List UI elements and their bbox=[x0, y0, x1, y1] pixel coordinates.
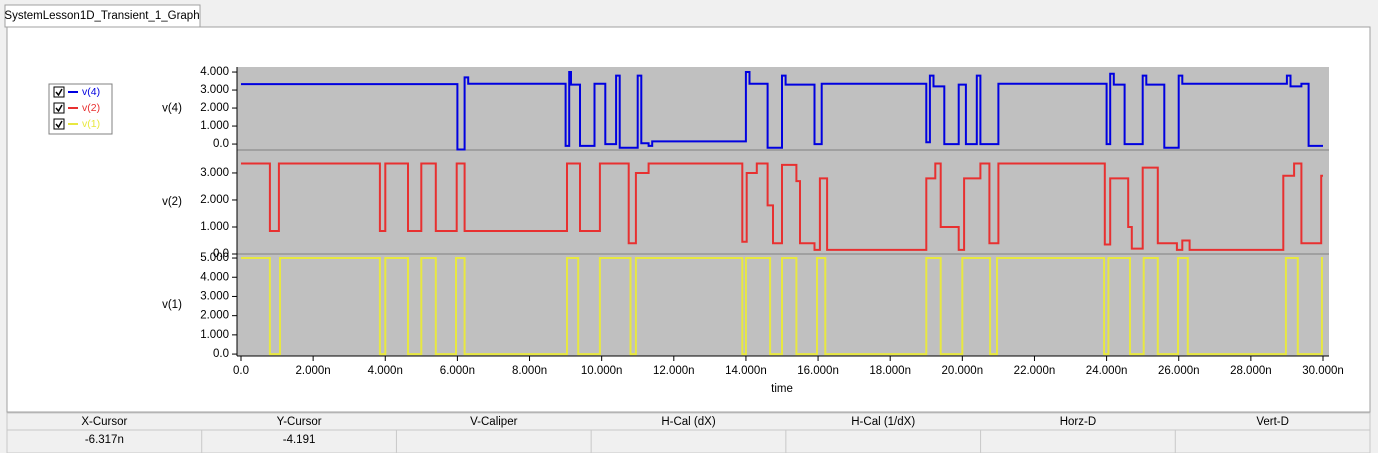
column-header: Y-Cursor bbox=[277, 416, 322, 428]
y-axis-label: v(1) bbox=[162, 299, 182, 311]
x-tick-label: 10.000n bbox=[581, 365, 623, 377]
cell-value: -4.191 bbox=[283, 434, 316, 446]
x-tick-label: 16.000n bbox=[797, 365, 839, 377]
x-tick-label: 0.0 bbox=[233, 365, 249, 377]
waveform bbox=[241, 257, 1323, 356]
waveform bbox=[241, 162, 1323, 251]
y-tick-label: 3.000 bbox=[200, 84, 229, 96]
x-tick-label: 22.000n bbox=[1014, 365, 1056, 377]
legend-label: v(4) bbox=[82, 86, 100, 98]
x-tick-label: 14.000n bbox=[725, 365, 767, 377]
y-tick-label: 1.000 bbox=[200, 120, 229, 132]
column-header: X-Cursor bbox=[81, 416, 127, 428]
y-tick-label: 3.000 bbox=[200, 290, 229, 302]
x-tick-label: 2.000n bbox=[296, 365, 331, 377]
y-tick-label: 3.000 bbox=[200, 167, 229, 179]
legend-checkbox[interactable] bbox=[53, 118, 65, 130]
legend-label: v(1) bbox=[82, 118, 100, 130]
column-header: Vert-D bbox=[1256, 416, 1289, 428]
x-tick-label: 18.000n bbox=[869, 365, 911, 377]
y-tick-label: 0.0 bbox=[213, 138, 229, 150]
y-tick-label: 5.000 bbox=[200, 252, 229, 264]
legend-checkbox[interactable] bbox=[53, 86, 65, 98]
x-tick-label: 8.000n bbox=[512, 365, 547, 377]
x-tick-label: 12.000n bbox=[653, 365, 695, 377]
x-tick-label: 28.000n bbox=[1230, 365, 1272, 377]
legend-checkbox[interactable] bbox=[53, 102, 65, 114]
x-axis-label: time bbox=[771, 383, 793, 395]
legend-check[interactable] bbox=[55, 104, 63, 113]
waveform bbox=[241, 71, 1323, 151]
legend-check[interactable] bbox=[55, 88, 63, 97]
cell-value: -6.317n bbox=[85, 434, 124, 446]
tab-title[interactable]: SystemLesson1D_Transient_1_Graph bbox=[4, 10, 199, 22]
column-header: H-Cal (1/dX) bbox=[851, 416, 915, 428]
y-tick-label: 2.000 bbox=[200, 310, 229, 322]
y-axis-label: v(4) bbox=[162, 103, 182, 115]
legend-check[interactable] bbox=[55, 120, 63, 129]
y-tick-label: 0.0 bbox=[213, 248, 229, 260]
x-tick-label: 30.000n bbox=[1302, 365, 1344, 377]
y-tick-label: 1.000 bbox=[200, 221, 229, 233]
y-tick-label: 0.0 bbox=[213, 348, 229, 360]
x-tick-label: 4.000n bbox=[368, 365, 403, 377]
legend-label: v(2) bbox=[82, 102, 100, 114]
y-tick-label: 4.000 bbox=[200, 271, 229, 283]
y-axis-label: v(2) bbox=[162, 196, 182, 208]
y-tick-label: 4.000 bbox=[200, 66, 229, 78]
x-tick-label: 6.000n bbox=[440, 365, 475, 377]
x-tick-label: 24.000n bbox=[1086, 365, 1128, 377]
x-tick-label: 26.000n bbox=[1158, 365, 1200, 377]
column-header: Horz-D bbox=[1060, 416, 1096, 428]
y-tick-label: 2.000 bbox=[200, 102, 229, 114]
y-tick-label: 2.000 bbox=[200, 194, 229, 206]
column-header: V-Caliper bbox=[470, 416, 517, 428]
x-tick-label: 20.000n bbox=[942, 365, 984, 377]
y-tick-label: 1.000 bbox=[200, 329, 229, 341]
column-header: H-Cal (dX) bbox=[661, 416, 715, 428]
